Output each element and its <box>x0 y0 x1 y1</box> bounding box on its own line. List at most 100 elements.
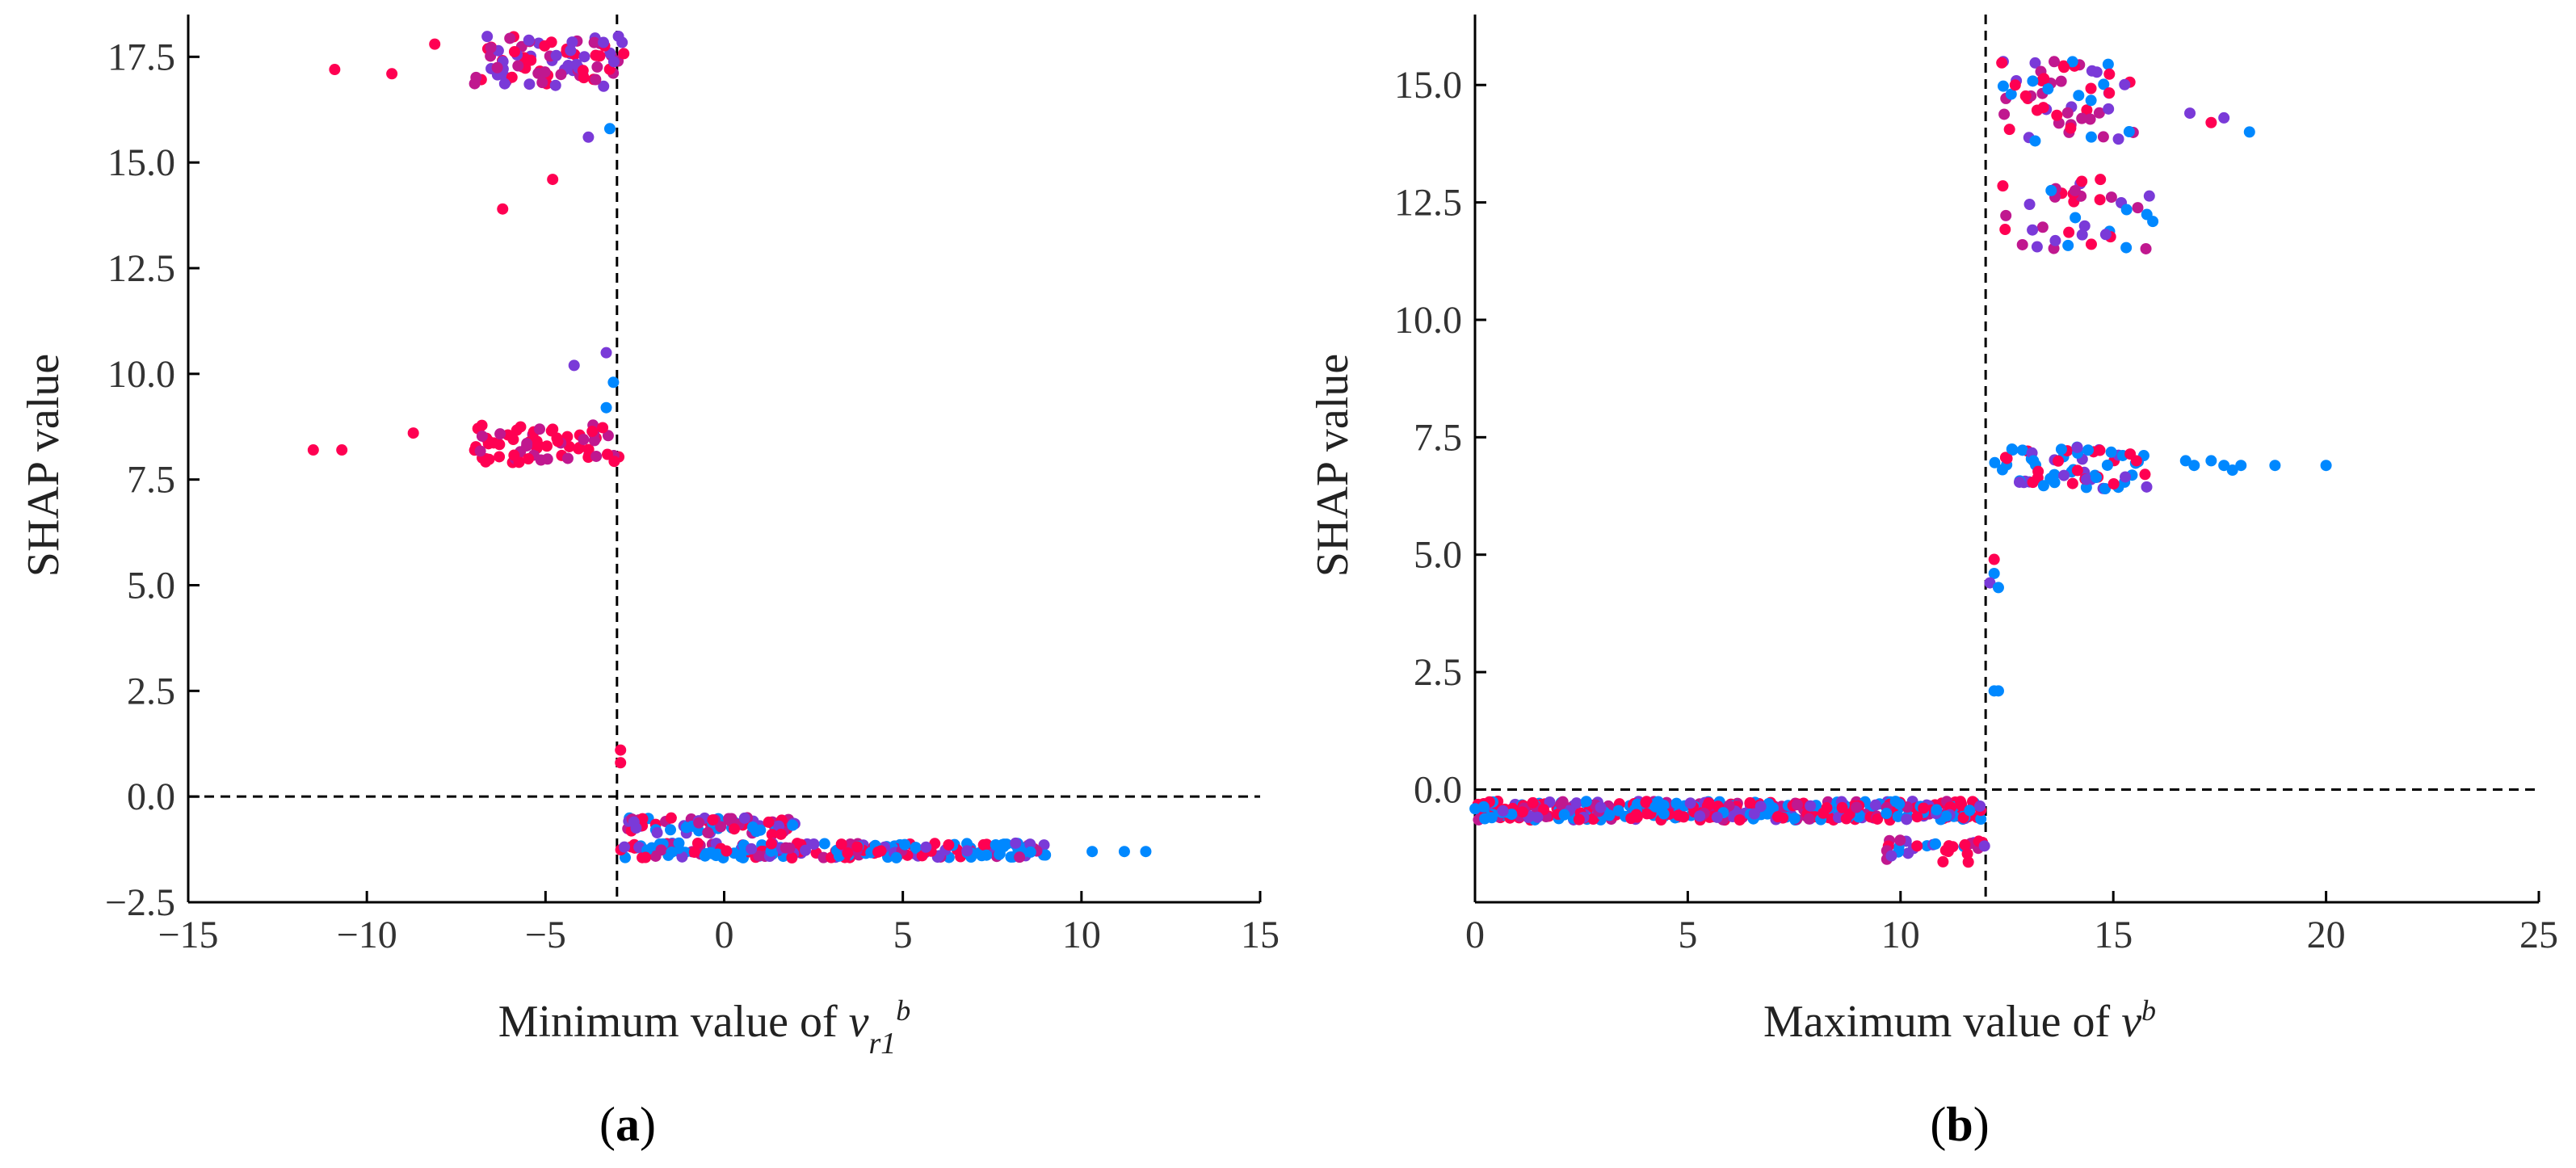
panel-a-point <box>784 842 796 855</box>
panel-b-point <box>2141 481 2153 493</box>
panel-b-point <box>2066 56 2078 68</box>
panel-b-point <box>1836 801 1848 813</box>
panel-b-point <box>1881 808 1893 820</box>
panel-b-point <box>2143 190 2155 202</box>
panel-b-point <box>1805 800 1817 812</box>
panel-a-point <box>746 842 758 855</box>
panel-b-x-tick-label: 25 <box>2519 914 2558 956</box>
panel-b-point <box>2078 220 2091 232</box>
panel-a-point <box>494 428 506 440</box>
panel-b-point <box>2084 113 2096 125</box>
panel-a-point <box>534 423 546 435</box>
panel-b-point <box>2103 103 2115 115</box>
panel-b-point <box>2053 455 2065 467</box>
panel-b-point <box>1771 811 1784 823</box>
panel-b-point <box>2028 455 2040 467</box>
panel-b-point <box>1964 805 1976 817</box>
panel-a-point <box>545 425 557 437</box>
panel-b-point <box>1997 180 2009 192</box>
panel-b-y-tick-label: 12.5 <box>1394 182 1462 225</box>
panel-a-y-tick-label: −2.5 <box>105 881 175 924</box>
panel-b-point <box>2023 198 2036 210</box>
panel-b-point <box>2029 135 2041 147</box>
panel-b-point <box>1999 224 2011 236</box>
panel-a-point <box>1118 846 1130 858</box>
panel-a-x-axis-title: Minimum value of vr1b <box>498 994 911 1061</box>
panel-b-x-tick-label: 20 <box>2307 914 2346 956</box>
panel-a-point <box>586 426 599 438</box>
panel-b-point <box>1670 797 1683 809</box>
panel-b-point <box>2080 481 2092 494</box>
panel-a-point <box>618 841 630 853</box>
panel-a-point <box>763 816 775 828</box>
panel-a-point <box>507 434 519 446</box>
panel-a-point <box>588 435 600 447</box>
panel-a-point <box>561 452 574 464</box>
panel-b-point <box>1612 805 1624 817</box>
panel-b-point <box>2049 234 2061 246</box>
panel-a-y-tick-label: 12.5 <box>107 247 175 290</box>
panel-a-x-tick-label: −5 <box>525 914 566 956</box>
panel-b-point <box>1791 799 1803 811</box>
panel-a-point <box>476 419 488 431</box>
panel-b-y-tick-label: 5.0 <box>1414 534 1462 577</box>
panel-a-point <box>336 444 348 456</box>
panel-b-point <box>2184 107 2196 120</box>
panel-b-point <box>1497 805 1509 817</box>
panel-b-point <box>2218 460 2230 472</box>
panel-b-point <box>1894 834 1906 847</box>
panel-a-point <box>1086 846 1099 858</box>
panel-a-point <box>504 32 516 44</box>
panel-b-point <box>1918 802 1930 814</box>
panel-a-point <box>541 440 553 452</box>
panel-a-point <box>910 842 922 854</box>
panel-b-point <box>2094 444 2106 456</box>
panel-b-point <box>1538 804 1550 816</box>
panel-a-point <box>563 440 575 452</box>
panel-b-point <box>2016 444 2028 456</box>
panel-b-point <box>2094 194 2106 206</box>
panel-b-point <box>2101 459 2113 471</box>
panel-a-point <box>539 66 551 78</box>
panel-b-point <box>1996 464 2008 476</box>
panel-a-point <box>787 819 799 831</box>
panel-a-point <box>738 812 750 824</box>
panel-b-point <box>2049 56 2061 68</box>
panel-a-point <box>753 850 765 862</box>
panel-b-y-ticks: 0.0 2.5 5.0 7.5 10.0 12.5 15.0 <box>1394 64 1486 811</box>
panel-a-point <box>899 838 911 851</box>
panel-b-point <box>1901 813 1913 826</box>
panel-a-point <box>512 60 524 72</box>
panel-b-point <box>2099 229 2112 241</box>
panel-b-point <box>1911 840 1923 852</box>
panel-b-point <box>2042 83 2054 95</box>
panel-a-point <box>598 80 610 92</box>
panel-a-point <box>766 829 778 841</box>
panel-b-point <box>2218 111 2230 124</box>
panel-b-point <box>2081 104 2093 116</box>
panel-b-point <box>2036 221 2049 233</box>
panel-a-point <box>494 451 506 463</box>
panel-b-point <box>2001 452 2013 464</box>
panel-a-point <box>673 837 685 849</box>
panel-b-point <box>2070 212 2082 224</box>
panel-b-point <box>1678 811 1690 823</box>
panel-a-point <box>470 71 482 83</box>
panel-a-point <box>506 71 518 83</box>
panel-b-point <box>2005 88 2017 100</box>
panel-b-point <box>2065 122 2077 134</box>
panel-b-point <box>2320 460 2332 472</box>
panel-b-point <box>2093 107 2105 119</box>
panel-b-point <box>2120 242 2133 254</box>
panel-b-point <box>2269 460 2281 472</box>
panel-a-point <box>707 814 719 826</box>
panel-b-point <box>1703 797 1715 809</box>
panel-b-point <box>1544 796 1556 808</box>
panel-a-point <box>591 61 603 73</box>
panel-a-point <box>515 421 527 433</box>
panel-b-point <box>1516 806 1528 818</box>
panel-a-point <box>640 851 652 863</box>
panel-b-point <box>2076 175 2088 187</box>
panel-a-point <box>547 174 559 186</box>
panel-b-y-tick-label: 15.0 <box>1394 64 1462 107</box>
